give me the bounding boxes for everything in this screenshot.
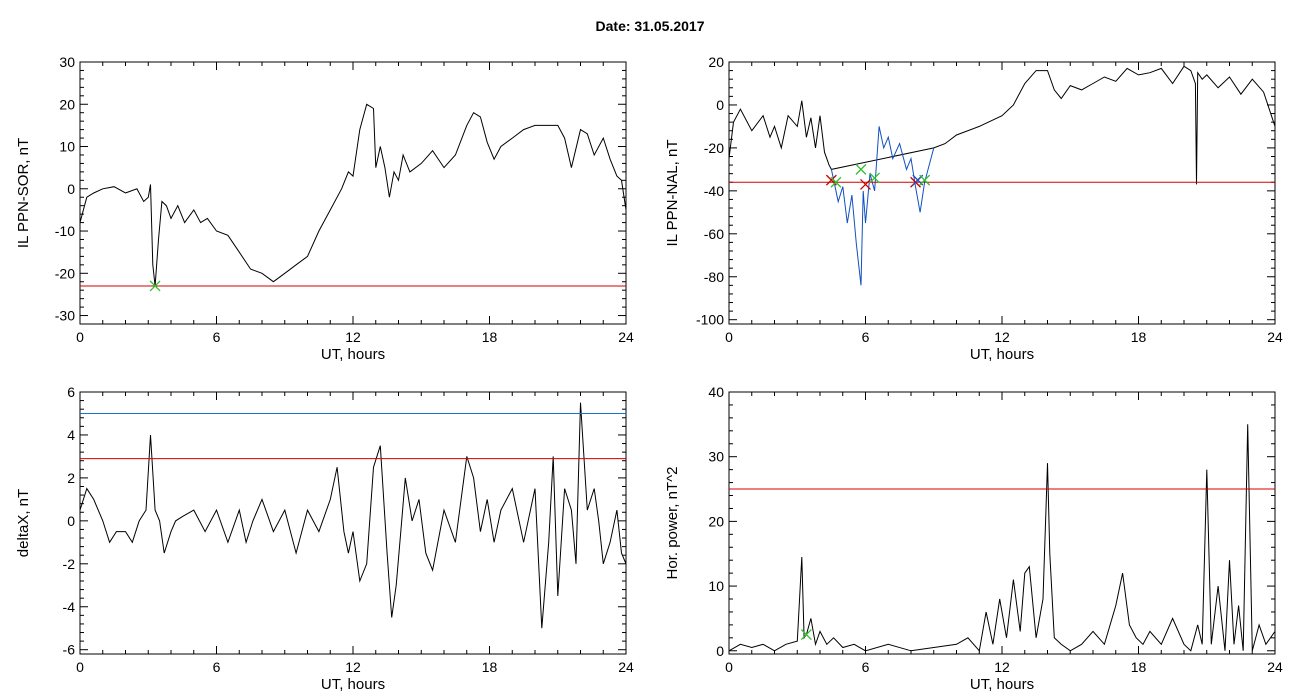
event-marker <box>855 163 867 175</box>
y-tick-label: -40 <box>704 183 724 199</box>
plot-frame <box>79 61 627 325</box>
series-line-0 <box>80 103 626 287</box>
event-marker <box>830 176 842 188</box>
x-tick-label: 18 <box>482 659 498 675</box>
x-tick-label: 24 <box>618 329 634 345</box>
y-tick-label: -20 <box>704 140 724 156</box>
x-tick-label: 12 <box>994 659 1010 675</box>
y-tick-label: 0 <box>716 97 724 113</box>
y-tick-label: 20 <box>708 54 724 70</box>
x-tick-label: 24 <box>618 659 634 675</box>
y-tick-label: -20 <box>55 265 75 281</box>
x-axis-label: UT, hours <box>321 346 385 363</box>
y-tick-label: 10 <box>708 578 724 594</box>
series-line-0 <box>729 424 1275 652</box>
y-tick-label: 30 <box>59 54 75 70</box>
x-tick-label: 6 <box>862 329 870 345</box>
y-tick-label: -30 <box>55 308 75 324</box>
x-axis-label: UT, hours <box>970 346 1034 363</box>
x-tick-label: 12 <box>345 329 361 345</box>
y-tick-label: 20 <box>708 513 724 529</box>
event-marker <box>919 174 931 186</box>
y-tick-label: 6 <box>67 384 75 400</box>
y-axis-label: IL PPN-SOR, nT <box>15 138 32 248</box>
x-tick-label: 6 <box>862 659 870 675</box>
y-tick-label: 0 <box>67 181 75 197</box>
page-title: Date: 31.05.2017 <box>595 18 705 34</box>
chart-4-hor-power: 0 6 12 18 24 40 30 20 10 0 UT, hours Hor. power, nT… <box>664 384 1283 693</box>
x-tick-label: 24 <box>1267 659 1283 675</box>
y-tick-label: -100 <box>696 312 724 328</box>
x-tick-label: 12 <box>345 659 361 675</box>
x-tick-label: 18 <box>1131 659 1147 675</box>
y-tick-label: 2 <box>67 470 75 486</box>
y-tick-label: -6 <box>63 642 76 658</box>
series-line-1 <box>830 126 935 286</box>
y-axis-label: deltaX, nT <box>15 489 32 557</box>
x-axis-label: UT, hours <box>321 676 385 693</box>
x-tick-label: 12 <box>994 329 1010 345</box>
y-tick-label: 40 <box>708 384 724 400</box>
x-tick-label: 0 <box>725 329 733 345</box>
plot-frame <box>728 61 1276 325</box>
x-tick-label: 0 <box>76 659 84 675</box>
y-axis-label: IL PPN-NAL, nT <box>664 140 681 247</box>
y-tick-label: 0 <box>67 513 75 529</box>
x-tick-label: 0 <box>76 329 84 345</box>
x-tick-label: 18 <box>1131 329 1147 345</box>
y-axis-label: Hor. power, nT^2 <box>664 467 681 580</box>
y-tick-label: -2 <box>63 556 76 572</box>
chart-3-deltax: 0 6 12 18 24 6 4 2 0 -2 -4 -6 UT, hours deltaX, nT <box>15 384 634 693</box>
series-line-0 <box>729 65 1275 185</box>
y-tick-label: 4 <box>67 427 75 443</box>
y-tick-label: -60 <box>704 226 724 242</box>
chart-1-il-ppn-sor: 0 6 12 18 24 30 20 10 0 -10 -20 -30 UT, hours IL PPN-… <box>15 54 634 363</box>
y-tick-label: 20 <box>59 96 75 112</box>
y-tick-label: -80 <box>704 269 724 285</box>
y-tick-label: 10 <box>59 139 75 155</box>
plot-frame <box>79 391 627 655</box>
x-tick-label: 0 <box>725 659 733 675</box>
x-tick-label: 24 <box>1267 329 1283 345</box>
series-line-0 <box>80 402 626 629</box>
event-marker <box>800 629 812 641</box>
x-axis-label: UT, hours <box>970 676 1034 693</box>
x-tick-label: 6 <box>213 659 221 675</box>
chart-2-il-ppn-nal: 0 6 12 18 24 20 0 -20 -40 -60 -80 -100 UT, hours IL P… <box>664 54 1283 363</box>
y-tick-label: -10 <box>55 223 75 239</box>
y-tick-label: -4 <box>63 599 76 615</box>
event-marker <box>860 178 871 190</box>
y-tick-label: 0 <box>716 643 724 659</box>
event-marker <box>869 172 881 184</box>
event-marker <box>149 280 161 292</box>
x-tick-label: 6 <box>213 329 221 345</box>
x-tick-label: 18 <box>482 329 498 345</box>
y-tick-label: 30 <box>708 449 724 465</box>
